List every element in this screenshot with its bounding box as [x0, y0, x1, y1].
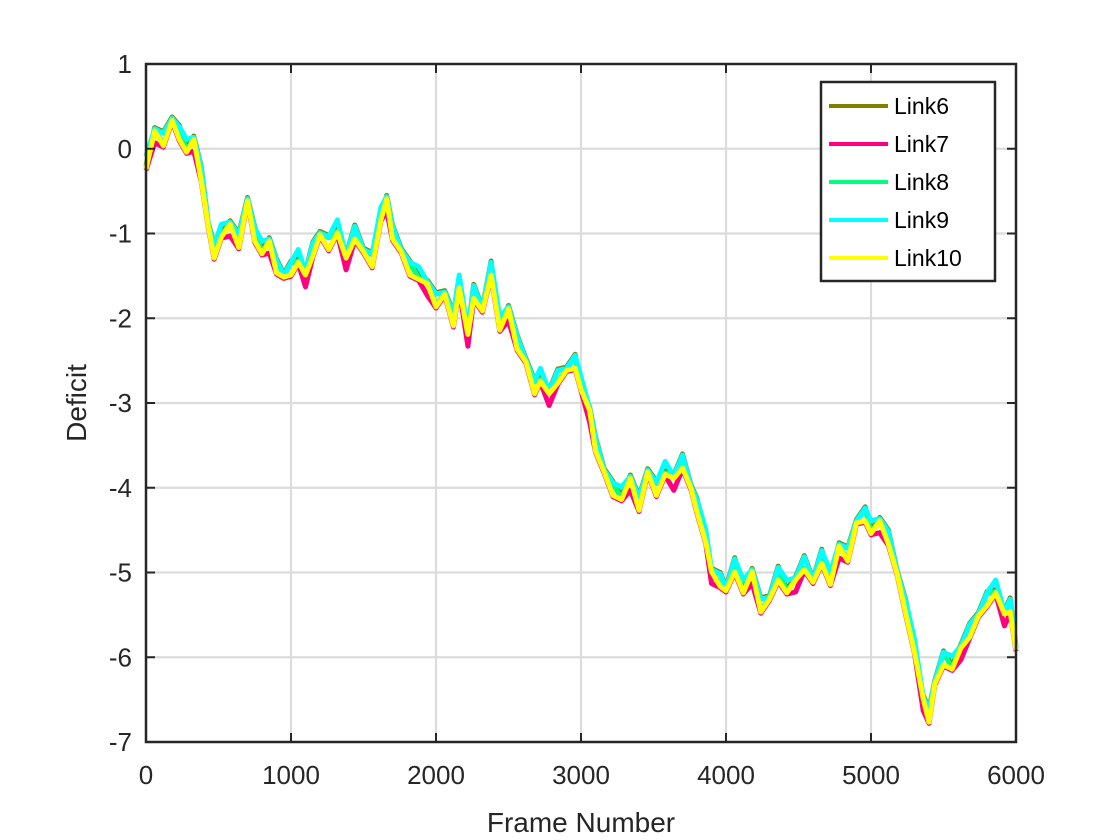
x-tick-label: 4000	[697, 760, 755, 790]
x-tick-label: 5000	[842, 760, 900, 790]
legend-item: Link10	[829, 245, 962, 271]
y-tick-label: -6	[109, 642, 132, 672]
y-tick-label: -2	[109, 303, 132, 333]
y-tick-label: -3	[109, 388, 132, 418]
x-tick-label: 2000	[407, 760, 465, 790]
y-tick-label: -4	[109, 473, 132, 503]
y-axis-label: Deficit	[61, 364, 92, 442]
x-tick-label: 1000	[262, 760, 320, 790]
legend-label: Link6	[894, 93, 949, 119]
tick-labels: 0 1000 2000 3000 4000 5000 6000 1 0 -1 -2 -3 -4 -5 -6 -…	[109, 49, 1045, 790]
legend-item: Link6	[829, 93, 949, 119]
legend-item: Link7	[829, 131, 949, 157]
tick-marks	[145, 63, 1017, 743]
x-axis-label: Frame Number	[487, 807, 675, 838]
y-tick-label: -5	[109, 558, 132, 588]
legend-label: Link10	[894, 245, 962, 271]
series-line-link10	[143, 117, 1019, 725]
y-tick-label: -7	[109, 727, 132, 757]
y-tick-label: 1	[118, 49, 132, 79]
x-tick-label: 0	[139, 760, 153, 790]
y-tick-label: 0	[118, 134, 132, 164]
legend-label: Link8	[894, 169, 949, 195]
x-tick-label: 3000	[552, 760, 610, 790]
y-tick-label: -1	[109, 219, 132, 249]
legend: Link6 Link7 Link8 Link9 Link10	[819, 80, 997, 283]
legend-item: Link8	[829, 169, 949, 195]
legend-label: Link9	[894, 207, 949, 233]
x-tick-label: 6000	[987, 760, 1045, 790]
legend-label: Link7	[894, 131, 949, 157]
legend-item: Link9	[829, 207, 949, 233]
series-layer	[143, 114, 1019, 726]
